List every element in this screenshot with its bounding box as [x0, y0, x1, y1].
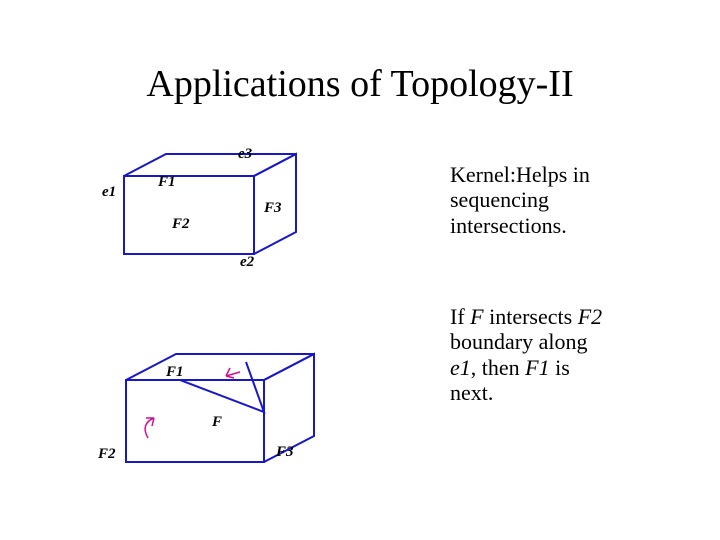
- p2-e1: e1: [450, 355, 471, 380]
- p2-F1: F1: [525, 355, 549, 380]
- diagram-cube-2: F1 F F2 F3: [76, 340, 356, 490]
- p2-mid1: intersects: [484, 304, 578, 329]
- d1-label-F3: F3: [263, 200, 282, 216]
- d2-arrow-curve: [145, 418, 154, 438]
- d1-label-e1: e1: [102, 184, 116, 200]
- p2-prefix: If: [450, 304, 470, 329]
- paragraph-intersect: If F intersects F2 boundary along e1, th…: [450, 304, 680, 405]
- p1-line2: sequencing: [450, 187, 549, 212]
- p2-mid3: is: [550, 355, 570, 380]
- p2-F: F: [470, 304, 483, 329]
- d1-label-F2: F2: [171, 216, 190, 232]
- p1-line3: intersections.: [450, 213, 567, 238]
- d2-label-F2: F2: [97, 446, 116, 462]
- p1-line1: Kernel:Helps in: [450, 162, 590, 187]
- d2-label-F3: F3: [275, 444, 294, 460]
- d2-label-F: F: [211, 414, 222, 430]
- d2-arrow-top: [226, 368, 240, 378]
- p2-line2: boundary along: [450, 329, 587, 354]
- diagram-cube-1: e3 e1 F1 F2 F3 e2: [88, 148, 338, 278]
- d2-label-F1: F1: [165, 364, 184, 380]
- d1-label-e3: e3: [238, 148, 253, 162]
- p2-F2: F2: [578, 304, 602, 329]
- d1-label-F1: F1: [157, 174, 176, 190]
- page-title: Applications of Topology-II: [0, 62, 720, 106]
- p2-line4: next.: [450, 380, 493, 405]
- paragraph-kernel: Kernel:Helps in sequencing intersections…: [450, 162, 670, 238]
- d1-label-e2: e2: [240, 254, 255, 270]
- p2-mid2: , then: [471, 355, 525, 380]
